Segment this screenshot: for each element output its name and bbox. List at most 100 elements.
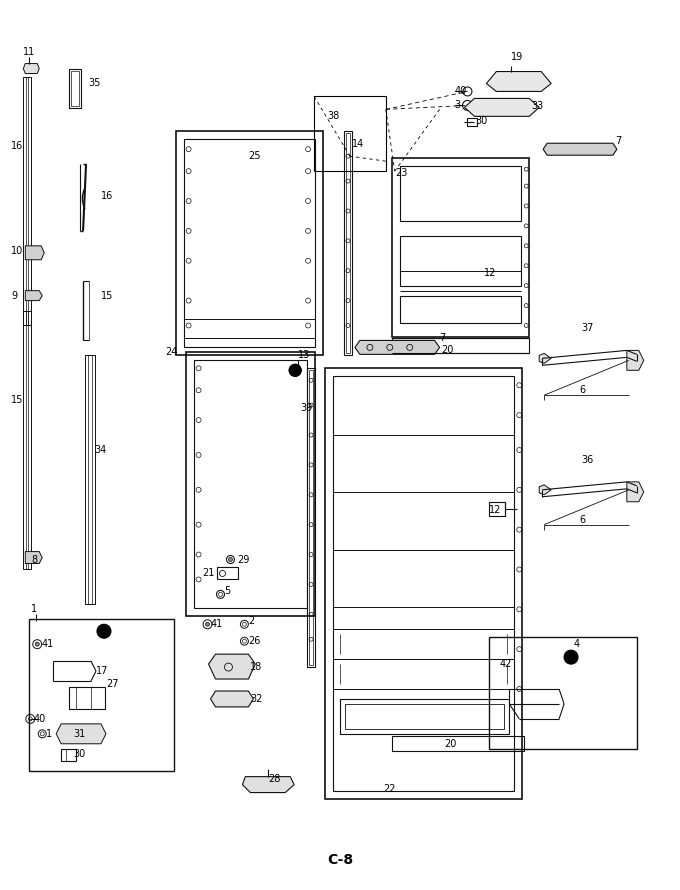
Text: 30: 30 [73,748,86,759]
Bar [490,502,505,515]
Bar [392,158,529,337]
Text: 40: 40 [454,86,466,96]
Text: 16: 16 [101,191,114,201]
Bar [88,355,92,604]
Bar [23,77,31,326]
Text: 5: 5 [224,587,231,596]
Bar [346,134,350,353]
Text: 17: 17 [96,666,108,676]
Polygon shape [56,724,106,744]
Text: 14: 14 [352,139,364,150]
Circle shape [289,364,301,376]
Text: 40: 40 [33,714,46,724]
Text: 25: 25 [248,151,261,161]
Text: 10: 10 [12,246,24,255]
Bar [344,132,352,355]
Polygon shape [539,353,551,363]
Text: 16: 16 [12,142,24,151]
Text: 29: 29 [237,554,250,564]
Polygon shape [23,63,39,74]
Bar [392,736,524,751]
Bar [194,360,307,609]
Polygon shape [486,71,551,92]
Circle shape [564,651,578,664]
Text: 41: 41 [41,639,54,649]
Text: 26: 26 [248,636,260,646]
Bar [61,748,76,761]
Text: C-8: C-8 [327,854,353,867]
Text: 7: 7 [615,136,621,146]
Text: 30: 30 [475,117,488,126]
Bar [186,352,315,616]
Text: 21: 21 [203,569,215,578]
Bar [333,659,514,689]
Bar [71,70,79,107]
Bar [69,69,81,109]
Text: 41: 41 [211,619,223,629]
Text: 15: 15 [12,395,24,405]
Text: 6: 6 [579,385,585,395]
Text: 3: 3 [454,101,460,110]
Bar [184,319,315,338]
Polygon shape [464,99,539,117]
Bar [340,699,509,734]
Text: 7: 7 [439,334,446,344]
Text: 27: 27 [106,679,118,689]
Circle shape [205,622,209,627]
Text: 31: 31 [73,729,86,739]
Bar [175,132,323,355]
Text: 19: 19 [511,52,524,61]
Bar [184,139,315,347]
Text: 12: 12 [490,505,502,514]
Polygon shape [543,143,617,155]
Text: 34: 34 [94,445,106,455]
Polygon shape [211,691,254,707]
Bar [325,368,522,798]
Text: 38: 38 [327,111,339,121]
Polygon shape [25,291,42,301]
Text: 28: 28 [269,773,281,783]
Text: 36: 36 [581,455,593,465]
Bar [345,704,505,729]
Bar [392,338,529,353]
Circle shape [35,643,39,646]
Text: 8: 8 [31,554,37,564]
Text: 15: 15 [101,291,114,301]
Bar [309,370,313,665]
Bar [27,311,29,570]
Circle shape [97,624,111,638]
Text: 9: 9 [12,291,18,301]
Text: 1: 1 [31,604,37,614]
Text: 6: 6 [579,514,585,525]
Text: 13: 13 [298,351,311,360]
Polygon shape [539,485,551,495]
Polygon shape [627,351,644,370]
Polygon shape [242,777,294,793]
Polygon shape [25,246,44,260]
Text: 2: 2 [248,616,254,627]
Bar [400,295,522,323]
Text: 1: 1 [46,729,52,739]
Text: 42: 42 [499,659,512,669]
Text: 12: 12 [484,268,497,278]
Bar [23,311,31,570]
Text: 20: 20 [445,739,457,748]
Text: 22: 22 [383,783,395,794]
Circle shape [289,364,301,376]
Text: 4: 4 [574,639,580,649]
Bar [400,236,522,286]
Text: 11: 11 [23,46,35,57]
Text: 18: 18 [250,662,262,672]
Text: 33: 33 [531,101,543,111]
Polygon shape [25,552,42,563]
Text: 24: 24 [166,347,178,358]
Polygon shape [627,481,644,502]
Bar [307,368,315,668]
Text: 37: 37 [581,323,594,334]
Bar [400,166,522,221]
Bar [333,629,514,659]
Polygon shape [355,341,439,354]
Text: 23: 23 [395,168,407,178]
Bar [216,568,239,579]
Bar [69,687,105,709]
